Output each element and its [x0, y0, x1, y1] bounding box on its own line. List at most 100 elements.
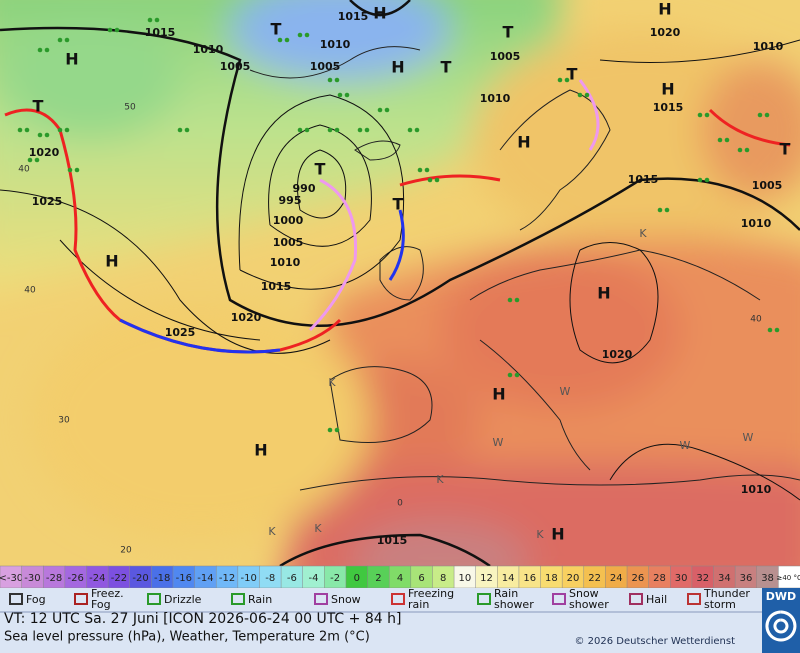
legend-icon — [231, 593, 245, 605]
coastlines — [249, 46, 800, 491]
isotherm-label: 0 — [397, 499, 403, 509]
weather-letter: W — [560, 385, 571, 398]
colorbar-label: 12 — [480, 573, 493, 584]
precipitation-symbols — [17, 17, 780, 433]
pressure-label: 1015 — [338, 10, 369, 23]
colorbar-label: -16 — [176, 573, 192, 584]
precip-dot — [27, 157, 33, 163]
precip-dot — [774, 327, 780, 333]
legend-icon — [314, 593, 328, 605]
isotherm-label: 20 — [120, 546, 132, 556]
legend-label: Fog — [26, 593, 46, 606]
colorbar-label: -30 — [24, 573, 40, 584]
precip-dot — [44, 132, 50, 138]
precip-dot — [34, 157, 40, 163]
valid-time: VT: 12 UTC Sa. 27 Juni [ICON 2026-06-24 … — [4, 611, 401, 627]
colorbar-label: -8 — [265, 573, 275, 584]
precip-dot — [424, 167, 430, 173]
precip-dot — [564, 77, 570, 83]
precip-dot — [57, 127, 63, 133]
precip-dot — [44, 47, 50, 53]
temperature-field — [0, 0, 800, 566]
pressure-label: 1015 — [377, 534, 408, 547]
legend-label: Thunder — [703, 587, 750, 600]
legend-label: Snow — [569, 587, 599, 600]
pressure-label: 990 — [293, 182, 316, 195]
pressure-label: 1010 — [753, 40, 784, 53]
colorbar-label: 10 — [458, 573, 471, 584]
legend-label: shower — [569, 598, 609, 611]
weather-letter: K — [268, 525, 276, 538]
colorbar-label: -22 — [111, 573, 127, 584]
colorbar-label: 2 — [375, 573, 381, 584]
colorbar-label: -18 — [154, 573, 170, 584]
legend-icon — [147, 593, 161, 605]
precip-dot — [757, 112, 763, 118]
pressure-label: 1005 — [220, 60, 251, 73]
legend-icon — [477, 593, 491, 605]
colorbar-label: -14 — [197, 573, 213, 584]
precip-dot — [514, 297, 520, 303]
pressure-label: 1025 — [32, 195, 63, 208]
colorbar-label: 28 — [653, 573, 666, 584]
precip-dot — [74, 167, 80, 173]
legend-label: Freez. — [91, 587, 124, 600]
precip-dot — [154, 17, 160, 23]
isotherm-label: 40 — [750, 315, 762, 325]
legend-icon — [9, 593, 23, 605]
precip-dot — [584, 92, 590, 98]
pressure-label: 1010 — [270, 256, 301, 269]
pressure-center: H — [658, 0, 671, 19]
pressure-center: T — [33, 97, 44, 116]
colorbar-label: 32 — [696, 573, 709, 584]
pressure-label: 1015 — [628, 173, 659, 186]
precip-dot — [514, 372, 520, 378]
precip-dot — [337, 92, 343, 98]
legend-icon — [629, 593, 643, 605]
colorbar-label: -6 — [287, 573, 297, 584]
precip-dot — [277, 37, 283, 43]
precip-dot — [764, 112, 770, 118]
legend-label: Rain — [494, 587, 518, 600]
precip-dot — [64, 127, 70, 133]
legend-label: storm — [704, 598, 736, 611]
weather-letter: W — [743, 431, 754, 444]
precip-dot — [657, 207, 663, 213]
colorbar-label: 18 — [545, 573, 558, 584]
map: 1015 1010 1005 1015 1010 1005 1005 1010 1020 1010… — [0, 0, 800, 566]
precip-dot — [434, 177, 440, 183]
colorbar-label: 36 — [740, 573, 753, 584]
precip-dot — [177, 127, 183, 133]
precip-dot — [737, 147, 743, 153]
precip-dot — [334, 77, 340, 83]
pressure-label: 1020 — [29, 146, 60, 159]
legend-label: Drizzle — [164, 593, 202, 606]
pressure-label: 1025 — [165, 326, 196, 339]
colorbar-label: -24 — [89, 573, 105, 584]
logo-icon — [765, 610, 797, 642]
colorbar-label: 14 — [502, 573, 515, 584]
colorbar-label: <-30 — [0, 573, 23, 584]
weather-letter: W — [680, 439, 691, 452]
isotherm-label: 40 — [24, 286, 36, 296]
footer-background — [0, 588, 800, 653]
precip-dot — [24, 127, 30, 133]
pressure-center: H — [517, 133, 530, 152]
colorbar-label: ≥40 °C — [776, 574, 800, 582]
colorbar-label: 26 — [631, 573, 644, 584]
precip-dot — [697, 177, 703, 183]
pressure-center: H — [661, 80, 674, 99]
pressure-center: H — [391, 58, 404, 77]
colorbar-label: 20 — [567, 573, 580, 584]
pressure-label: 1015 — [145, 26, 176, 39]
colorbar-label: 0 — [354, 573, 360, 584]
precip-dot — [297, 127, 303, 133]
precip-dot — [364, 127, 370, 133]
precip-dot — [114, 27, 120, 33]
pressure-center: H — [65, 50, 78, 69]
precip-dot — [377, 107, 383, 113]
legend-label: Snow — [331, 593, 361, 606]
pressure-center: H — [105, 252, 118, 271]
copyright: © 2026 Deutscher Wetterdienst — [574, 636, 735, 647]
pressure-label: 1015 — [653, 101, 684, 114]
